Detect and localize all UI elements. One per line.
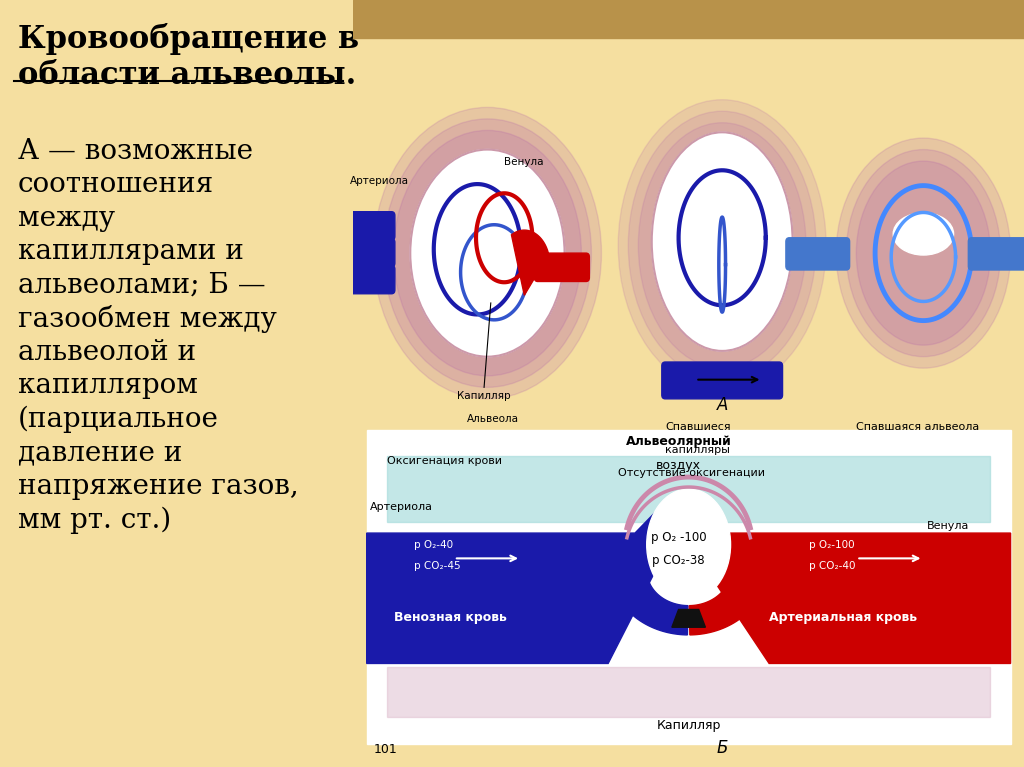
Polygon shape bbox=[688, 533, 1011, 663]
FancyBboxPatch shape bbox=[340, 212, 395, 240]
Text: р О₂ -100: р О₂ -100 bbox=[651, 531, 707, 544]
Text: р О₂-100: р О₂-100 bbox=[809, 541, 855, 551]
Ellipse shape bbox=[393, 130, 582, 376]
Ellipse shape bbox=[647, 489, 730, 600]
FancyBboxPatch shape bbox=[535, 253, 590, 281]
Ellipse shape bbox=[846, 150, 1000, 357]
Polygon shape bbox=[387, 667, 990, 717]
Ellipse shape bbox=[383, 119, 592, 387]
Text: Венозная кровь: Венозная кровь bbox=[393, 611, 507, 624]
Text: Артериола: Артериола bbox=[350, 176, 409, 186]
Polygon shape bbox=[367, 499, 688, 663]
Polygon shape bbox=[672, 610, 706, 627]
FancyBboxPatch shape bbox=[969, 238, 1024, 270]
Text: Венула: Венула bbox=[504, 157, 544, 167]
Ellipse shape bbox=[651, 132, 793, 351]
Polygon shape bbox=[511, 230, 549, 295]
Text: Венула: Венула bbox=[927, 522, 969, 532]
Bar bbox=[367, 430, 1011, 744]
Text: Альвеола: Альвеола bbox=[467, 414, 519, 424]
Text: Оксигенация крови: Оксигенация крови bbox=[387, 456, 502, 466]
Text: воздух: воздух bbox=[656, 459, 701, 472]
Text: Артериола: Артериола bbox=[370, 502, 433, 512]
Text: р СО₂-40: р СО₂-40 bbox=[809, 561, 856, 571]
FancyBboxPatch shape bbox=[340, 265, 395, 294]
Polygon shape bbox=[611, 571, 688, 635]
Text: Спавшаяся альвеола: Спавшаяся альвеола bbox=[856, 422, 980, 432]
Ellipse shape bbox=[893, 212, 953, 255]
Text: Спавшиеся: Спавшиеся bbox=[666, 422, 731, 432]
FancyBboxPatch shape bbox=[340, 239, 395, 267]
FancyBboxPatch shape bbox=[662, 362, 782, 399]
Ellipse shape bbox=[618, 100, 826, 391]
Text: Отсутствие оксигенации: Отсутствие оксигенации bbox=[618, 468, 765, 478]
Text: А: А bbox=[717, 397, 728, 414]
Text: р СО₂-38: р СО₂-38 bbox=[652, 554, 705, 567]
Text: капилляры: капилляры bbox=[666, 445, 730, 455]
Ellipse shape bbox=[837, 138, 1011, 368]
Bar bbox=[353, 0, 1024, 38]
Text: Капилляр: Капилляр bbox=[458, 391, 511, 401]
Text: Капилляр: Капилляр bbox=[656, 719, 721, 732]
Text: Кровообращение в
области альвеолы.: Кровообращение в области альвеолы. bbox=[17, 23, 358, 91]
Text: А — возможные
соотношения
между
капиллярами и
альвеолами; Б —
газообмен между
ал: А — возможные соотношения между капилляр… bbox=[17, 138, 298, 534]
Ellipse shape bbox=[629, 111, 816, 380]
Ellipse shape bbox=[411, 150, 564, 357]
Ellipse shape bbox=[638, 123, 806, 368]
Text: р СО₂-45: р СО₂-45 bbox=[414, 561, 460, 571]
Text: Артериальная кровь: Артериальная кровь bbox=[769, 611, 918, 624]
Polygon shape bbox=[689, 571, 766, 635]
Text: Б: Б bbox=[717, 739, 728, 757]
Text: 101: 101 bbox=[374, 743, 397, 756]
Polygon shape bbox=[387, 456, 990, 522]
Text: р О₂-40: р О₂-40 bbox=[414, 541, 453, 551]
FancyBboxPatch shape bbox=[785, 238, 850, 270]
Text: Альвеолярный: Альвеолярный bbox=[626, 435, 731, 448]
Ellipse shape bbox=[856, 161, 990, 345]
Ellipse shape bbox=[374, 107, 601, 399]
